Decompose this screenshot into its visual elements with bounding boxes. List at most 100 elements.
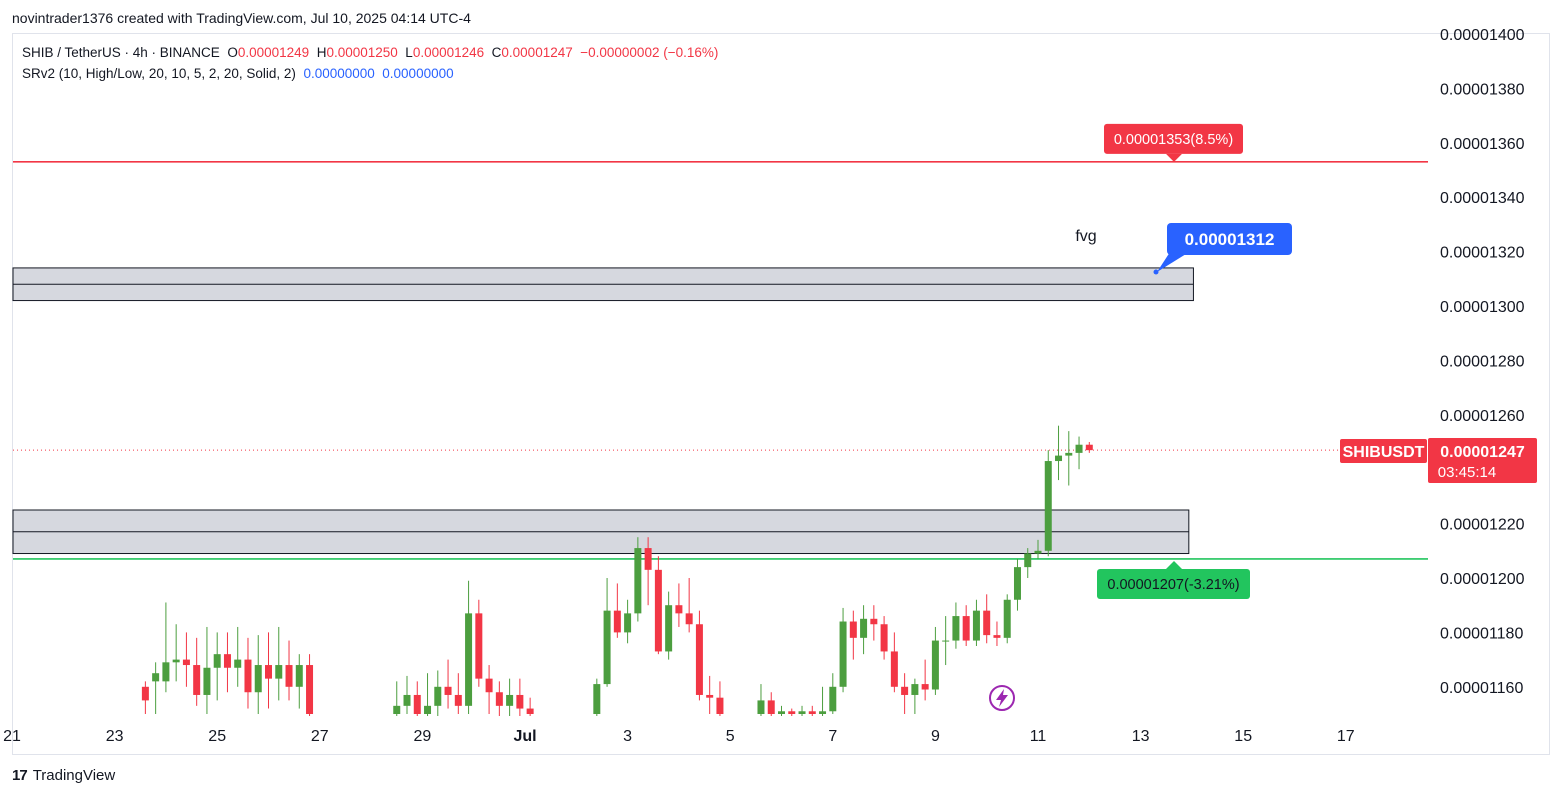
candle-body [890,651,898,687]
candle-body [516,694,524,709]
candle-body [962,616,970,641]
candle-body [983,610,991,636]
current-price-box [1428,438,1537,483]
candle-body [1055,455,1063,462]
candle-body [1075,444,1083,453]
y-tick-label: 0.00001400 [1440,27,1525,44]
candle-body [788,711,796,714]
legend-low: 0.00001246 [412,45,485,60]
legend-change: −0.00000002 (−0.16%) [580,45,719,60]
fvg-annotation: fvg [1075,228,1096,245]
candle-body [654,569,662,652]
y-tick-label: 0.00001200 [1440,571,1525,588]
legend-open-label: O [227,45,238,60]
candle-body [393,705,401,714]
candle-body [860,618,868,638]
bar-countdown: 03:45:14 [1438,464,1496,481]
candle-body [1065,452,1073,456]
support-label: 0.00001207(-3.21%) [1107,577,1239,593]
candle-body [695,624,703,695]
tradingview-logo[interactable]: 17 TradingView [12,767,115,784]
candle-body [1003,599,1011,638]
legend-open: 0.00001249 [237,45,310,60]
x-tick-label: 27 [311,728,329,745]
x-tick-label: 21 [3,728,21,745]
candle-body [767,700,775,714]
candle-body [141,686,149,701]
indicator-legend: SRv2 (10, High/Low, 20, 10, 5, 2, 20, So… [22,66,454,81]
y-tick-label: 0.00001340 [1440,190,1525,207]
candle-body [254,665,262,693]
chart-attribution: novintrader1376 created with TradingView… [12,10,471,26]
y-tick-label: 0.00001260 [1440,408,1525,425]
candle-body [465,613,473,706]
indicator-name: SRv2 (10, High/Low, 20, 10, 5, 2, 20, So… [22,66,296,81]
y-tick-label: 0.00001300 [1440,299,1525,316]
candle-body [778,711,785,714]
target-anchor-point [1153,269,1159,275]
candle-body [870,618,878,625]
candle-body [644,548,652,570]
resistance-label-box [1104,123,1243,154]
candle-body [485,678,493,693]
target-callout-label: 0.00001312 [1185,230,1275,249]
legend-close: 0.00001247 [501,45,573,60]
x-tick-label: 13 [1132,728,1150,745]
candle-body [203,667,211,695]
chart-frame [12,33,1550,755]
tradingview-brand: TradingView [32,767,116,784]
y-tick-label: 0.00001220 [1440,517,1525,534]
candle-body [942,640,950,642]
x-tick-label: 9 [931,728,940,745]
candle-body [972,610,980,641]
candle-body [880,624,888,652]
x-tick-label: 3 [623,728,632,745]
candle-body [675,605,683,614]
candle-body [1044,461,1052,551]
candle-body [921,684,929,690]
candles [141,425,1093,716]
candle-body [665,605,673,652]
legend-high: 0.00001250 [326,45,398,60]
candle-body [265,665,272,679]
candle-body [839,621,847,687]
candle-body [1085,444,1093,451]
support-label-pointer [1166,560,1182,569]
candle-body [849,621,857,638]
candle-body [275,665,283,679]
symbol-badge: SHIBUSDT [1343,444,1425,461]
candle-body [526,708,534,714]
candle-body [495,692,503,706]
candle-body [506,694,514,706]
candle-body [819,711,827,714]
target-callout-box[interactable] [1167,223,1292,255]
y-tick-label: 0.00001360 [1440,136,1525,153]
candle-body [162,662,170,682]
candle-body [172,659,180,663]
x-tick-label: 15 [1234,728,1252,745]
candle-body [716,697,724,714]
candle-body [685,613,693,625]
x-tick-label: 23 [106,728,124,745]
support-label-box [1097,568,1250,599]
candle-body [475,613,483,679]
candle-body [285,665,293,687]
legend-high-label: H [316,45,327,60]
resistance-label-pointer [1166,153,1182,162]
resistance-label: 0.00001353(8.5%) [1114,132,1233,148]
candle-body [223,654,231,668]
candle-body [911,684,919,695]
y-tick-label: 0.00001380 [1440,81,1525,98]
candle-body [424,705,432,714]
target-callout-pointer [1157,252,1186,272]
tradingview-logo-icon: 17 [12,767,28,784]
x-tick-label: 11 [1030,728,1047,745]
candle-body [798,711,806,714]
indicator-value-1: 0.00000000 [303,66,375,81]
current-price-value: 0.00001247 [1440,444,1525,461]
x-tick-label: 17 [1337,728,1355,745]
candle-body [624,613,632,633]
candle-body [829,686,837,712]
candle-body [1013,567,1021,600]
